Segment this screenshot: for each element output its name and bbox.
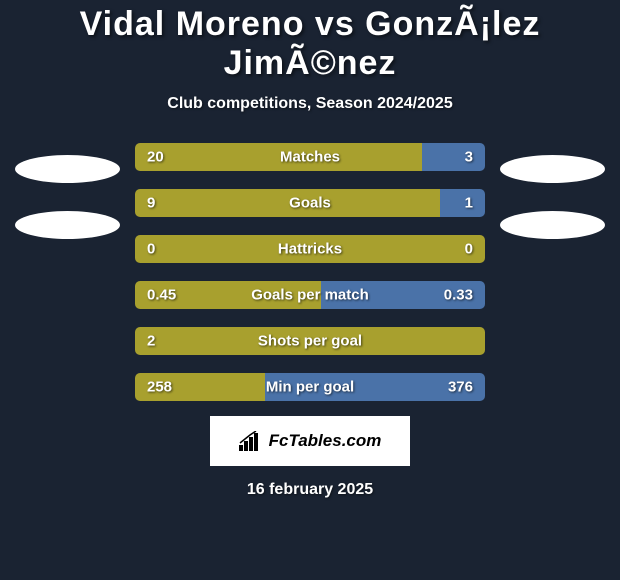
stat-bar-row: 0.45 0.33 Goals per match (135, 281, 485, 309)
bar-left-value: 258 (147, 379, 172, 396)
bar-right-segment (440, 189, 486, 217)
bar-right-segment (422, 143, 485, 171)
bar-label: Min per goal (266, 379, 354, 396)
chart-icon (239, 431, 263, 451)
bar-right-value: 3 (465, 149, 473, 166)
bar-left-value: 20 (147, 149, 164, 166)
player-ellipse (500, 211, 605, 239)
stat-bar-row: 20 3 Matches (135, 143, 485, 171)
bar-label: Goals per match (251, 287, 369, 304)
bar-left-segment (135, 189, 440, 217)
player-ellipse (15, 211, 120, 239)
stat-bar-row: 9 1 Goals (135, 189, 485, 217)
fctables-logo: FcTables.com (210, 416, 410, 466)
bar-left-value: 9 (147, 195, 155, 212)
stat-bars: 20 3 Matches 9 1 Goals 0 0 Hattricks 0.45 0.33 Goal… (135, 143, 485, 401)
bar-label: Matches (280, 149, 340, 166)
stat-bar-row: 0 0 Hattricks (135, 235, 485, 263)
bar-label: Hattricks (278, 241, 342, 258)
stat-bar-row: 258 376 Min per goal (135, 373, 485, 401)
player-ellipse (500, 155, 605, 183)
subtitle: Club competitions, Season 2024/2025 (0, 95, 620, 113)
right-player-markers (500, 143, 605, 239)
bar-left-value: 0.45 (147, 287, 176, 304)
bar-left-value: 2 (147, 333, 155, 350)
left-player-markers (15, 143, 120, 239)
bar-label: Goals (289, 195, 331, 212)
date-label: 16 february 2025 (0, 481, 620, 499)
bar-right-value: 1 (465, 195, 473, 212)
bar-right-value: 0 (465, 241, 473, 258)
player-ellipse (15, 155, 120, 183)
bar-left-value: 0 (147, 241, 155, 258)
logo-text: FcTables.com (269, 431, 382, 451)
bar-right-value: 0.33 (444, 287, 473, 304)
bar-right-value: 376 (448, 379, 473, 396)
comparison-chart: 20 3 Matches 9 1 Goals 0 0 Hattricks 0.45 0.33 Goal… (0, 143, 620, 401)
page-title: Vidal Moreno vs GonzÃ¡lez JimÃ©nez (0, 5, 620, 83)
stat-bar-row: 2 Shots per goal (135, 327, 485, 355)
bar-label: Shots per goal (258, 333, 362, 350)
bar-left-segment (135, 143, 422, 171)
